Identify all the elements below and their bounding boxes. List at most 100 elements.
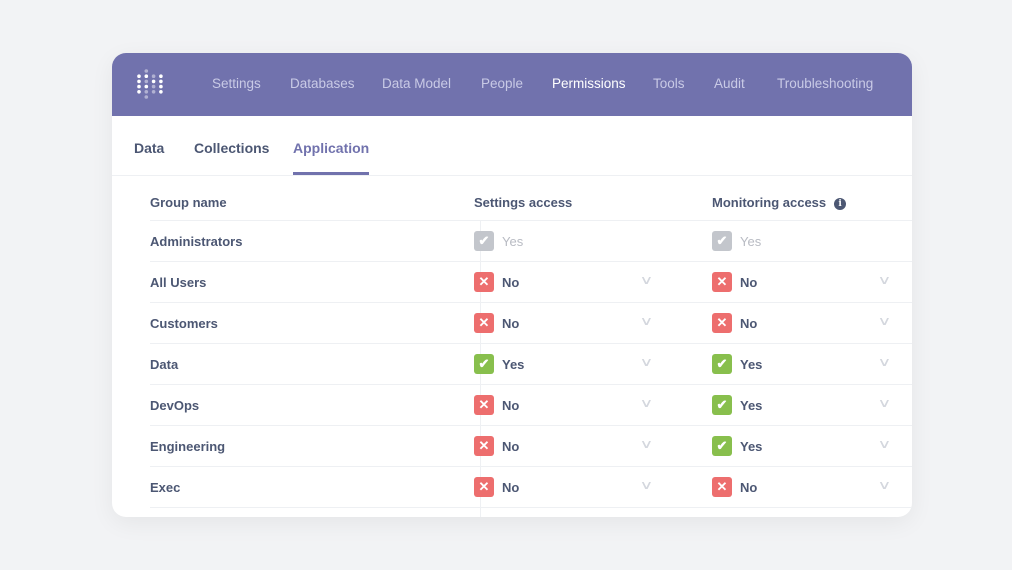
close-icon: ✕ (474, 395, 494, 415)
logo-dot (151, 90, 156, 94)
nav-item-audit[interactable]: Audit (714, 76, 745, 91)
monitoring-value: No (740, 315, 758, 331)
nav-item-data-model[interactable]: Data Model (382, 76, 452, 91)
monitoring-access-select[interactable]: ✕ No (712, 477, 757, 497)
close-icon: ✕ (474, 436, 494, 456)
nav-item-permissions[interactable]: Permissions (552, 76, 626, 91)
table-row: Engineering ✕ No ∨ ✔ Yes ∨ (150, 426, 912, 467)
logo-dot (151, 79, 156, 84)
table-row: Exec ✕ No ∨ ✕ No ∨ (150, 467, 912, 508)
logo-dot (151, 84, 156, 89)
check-icon: ✔ (474, 354, 494, 374)
settings-access-select[interactable]: ✕ No (474, 395, 519, 415)
monitoring-access-select[interactable]: ✔ Yes (712, 395, 762, 415)
table-row: Customers ✕ No ∨ ✕ No ∨ (150, 303, 912, 344)
nav-item-tools[interactable]: Tools (653, 76, 685, 91)
permissions-tabs: Data Collections Application (112, 116, 912, 176)
chevron-down-icon[interactable]: ∨ (639, 437, 654, 451)
top-nav: Settings Databases Data Model People Permiss… (112, 53, 912, 116)
tab-application[interactable]: Application (293, 140, 370, 175)
group-name: All Users (150, 275, 207, 290)
logo-dot (144, 69, 149, 73)
close-icon: ✕ (474, 477, 494, 497)
chevron-down-icon[interactable]: ∨ (639, 478, 654, 492)
monitoring-value: Yes (740, 397, 763, 413)
chevron-down-icon[interactable]: ∨ (877, 355, 892, 369)
logo-dot (137, 90, 141, 94)
settings-access-select[interactable]: ✕ No (474, 477, 519, 497)
nav-item-people[interactable]: People (481, 76, 524, 91)
nav-item-settings[interactable]: Settings (212, 76, 261, 91)
chevron-down-icon[interactable]: ∨ (877, 478, 892, 492)
tab-data[interactable]: Data (134, 140, 165, 156)
logo-dot (137, 79, 141, 84)
chevron-down-icon[interactable]: ∨ (877, 273, 892, 287)
check-icon: ✔ (712, 354, 732, 374)
chevron-down-icon[interactable]: ∨ (877, 314, 892, 328)
monitoring-value: Yes (740, 438, 763, 454)
close-icon: ✕ (474, 272, 494, 292)
header-monitoring-label: Monitoring access (712, 195, 827, 210)
logo-dot (144, 90, 149, 94)
close-icon: ✕ (712, 272, 732, 292)
table-row: DevOps ✕ No ∨ ✔ Yes ∨ (150, 385, 912, 426)
chevron-down-icon[interactable]: ∨ (639, 396, 654, 410)
settings-access-select[interactable]: ✕ No (474, 436, 519, 456)
table-row: All Users ✕ No ∨ ✕ No ∨ (150, 262, 912, 303)
logo-dot (137, 84, 141, 89)
monitoring-value: No (740, 274, 758, 290)
settings-value: No (502, 438, 520, 454)
settings-value: No (502, 397, 520, 413)
logo-dot (137, 74, 141, 78)
metabase-logo-icon[interactable] (137, 69, 163, 99)
nav-item-troubleshooting[interactable]: Troubleshooting (777, 76, 874, 91)
monitoring-access-select[interactable]: ✔ Yes (712, 436, 762, 456)
logo-dot (159, 74, 163, 78)
logo-dot (151, 74, 156, 78)
monitoring-value: No (740, 479, 758, 495)
info-icon[interactable]: i (834, 198, 847, 210)
table-row: Administrators ✔ Yes ✔ Yes (150, 221, 912, 262)
chevron-down-icon[interactable]: ∨ (639, 355, 654, 369)
tab-collections[interactable]: Collections (194, 140, 270, 156)
chevron-down-icon[interactable]: ∨ (877, 437, 892, 451)
chevron-down-icon[interactable]: ∨ (877, 396, 892, 410)
settings-access-select[interactable]: ✕ No (474, 313, 519, 333)
check-icon: ✔ (712, 231, 732, 251)
monitoring-access-select[interactable]: ✕ No (712, 313, 757, 333)
monitoring-access-select[interactable]: ✔ Yes (712, 354, 762, 374)
settings-value: No (502, 479, 520, 495)
header-group-name: Group name (150, 195, 227, 210)
group-name: Engineering (150, 439, 226, 454)
check-icon: ✔ (712, 395, 732, 415)
group-name: Administrators (150, 234, 243, 249)
settings-value: Yes (502, 356, 525, 372)
header-settings-access: Settings access (474, 195, 573, 210)
table-header: Group name Settings access Monitoring ac… (150, 176, 912, 221)
logo-dot (159, 84, 163, 89)
settings-value: No (502, 315, 520, 331)
chevron-down-icon[interactable]: ∨ (639, 314, 654, 328)
close-icon: ✕ (474, 313, 494, 333)
table-row: Legal✕No∨✕No∨ (150, 508, 912, 517)
check-icon: ✔ (712, 436, 732, 456)
group-name: Exec (150, 480, 181, 495)
settings-value: Yes (502, 233, 524, 249)
monitoring-value: Yes (740, 356, 763, 372)
check-icon: ✔ (474, 231, 494, 251)
settings-value: No (502, 274, 520, 290)
logo-dot (159, 90, 163, 94)
header-monitoring-access: Monitoring access i (712, 195, 847, 210)
settings-access-select[interactable]: ✔ Yes (474, 354, 524, 374)
logo-dot (144, 74, 149, 78)
settings-access-select[interactable]: ✕ No (474, 272, 519, 292)
chevron-down-icon[interactable]: ∨ (639, 273, 654, 287)
logo-dot (159, 79, 163, 84)
close-icon: ✕ (712, 477, 732, 497)
group-name: DevOps (150, 398, 200, 413)
monitoring-access-select[interactable]: ✕ No (712, 272, 757, 292)
permissions-table: Group name Settings access Monitoring ac… (112, 176, 912, 517)
nav-item-databases[interactable]: Databases (290, 76, 355, 91)
group-name: Customers (150, 316, 218, 331)
monitoring-access-select: ✔ Yes (712, 231, 761, 251)
